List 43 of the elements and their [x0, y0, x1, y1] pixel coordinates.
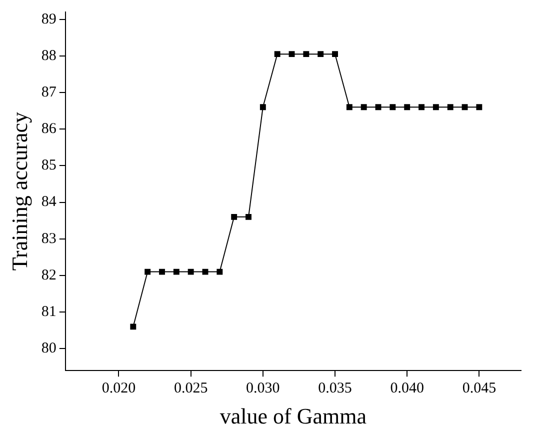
x-tick-label: 0.025	[174, 380, 208, 397]
y-tick-label: 83	[41, 230, 56, 247]
point	[318, 51, 324, 58]
x-tick-label: 0.040	[390, 380, 424, 397]
point	[188, 268, 194, 275]
point	[246, 214, 252, 220]
point	[476, 104, 482, 110]
y-tick-label: 86	[41, 121, 57, 138]
point	[346, 104, 352, 110]
point	[418, 104, 424, 110]
x-tick-label: 0.045	[462, 380, 496, 397]
point	[462, 104, 468, 110]
point	[202, 268, 208, 275]
point	[274, 51, 280, 58]
x-tick-label: 0.030	[246, 380, 280, 397]
y-tick-label: 89	[41, 11, 56, 28]
point	[173, 268, 180, 275]
point	[303, 51, 310, 58]
y-tick-label: 84	[41, 194, 57, 210]
y-tick-label: 82	[41, 267, 56, 284]
x-axis-title: value of Gamma	[220, 404, 367, 429]
point	[375, 104, 382, 110]
x-tick-label: 0.035	[318, 380, 352, 397]
point	[432, 104, 439, 110]
point	[360, 104, 367, 110]
point	[159, 268, 165, 275]
point	[130, 324, 136, 330]
point	[260, 104, 266, 110]
y-tick-label: 88	[41, 48, 56, 64]
point	[332, 51, 338, 58]
point	[404, 104, 410, 110]
y-axis-title: Training accuracy	[6, 112, 32, 271]
point	[216, 268, 223, 275]
y-tick-label: 85	[41, 158, 56, 174]
y-tick-label: 80	[41, 340, 56, 357]
point	[288, 51, 295, 58]
y-tick-label: 87	[41, 84, 57, 100]
point	[390, 104, 396, 110]
point	[231, 214, 238, 220]
x-tick-label: 0.020	[102, 380, 136, 397]
point	[447, 104, 454, 110]
y-tick-label: 81	[41, 304, 56, 320]
point	[144, 268, 151, 275]
